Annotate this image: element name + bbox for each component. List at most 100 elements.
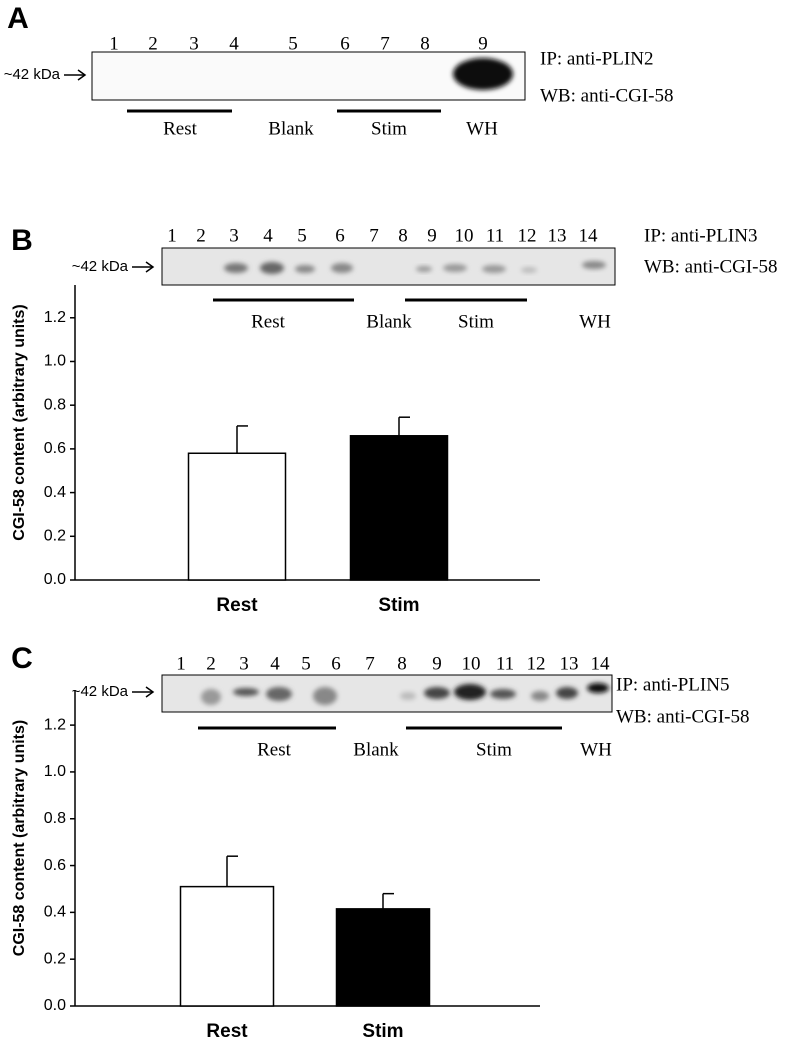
blot-band: [531, 691, 549, 701]
group-label: WH: [580, 739, 612, 760]
group-label: Stim: [371, 118, 407, 139]
marker-arrowhead: [77, 69, 87, 81]
lane-label: 12: [518, 225, 537, 246]
blot-band: [201, 689, 221, 705]
lane-label: 9: [432, 653, 442, 674]
y-tick-label: 0.8: [44, 396, 66, 413]
lane-label: 6: [331, 653, 341, 674]
y-tick-label: 0.4: [44, 904, 66, 921]
x-tick-label: Rest: [206, 1021, 248, 1042]
blot-band: [295, 265, 315, 273]
y-axis-label: CGI-58 content (arbitrary units): [11, 720, 28, 956]
lane-label: 4: [263, 225, 273, 246]
marker-label: ~42 kDa: [72, 258, 129, 275]
lane-label: 8: [420, 33, 430, 54]
bar: [335, 908, 431, 1007]
group-label: Blank: [366, 311, 412, 332]
lane-label: 2: [148, 33, 158, 54]
lane-label: 4: [229, 33, 239, 54]
lane-label: 5: [297, 225, 307, 246]
blot-band: [556, 687, 578, 699]
marker-arrowhead: [145, 261, 155, 273]
bar: [179, 885, 275, 1007]
group-label: Stim: [458, 311, 494, 332]
blot-band: [416, 266, 432, 272]
blot-band: [443, 264, 467, 272]
y-tick-label: 1.0: [44, 763, 66, 780]
blot-band: [233, 688, 259, 696]
wb-label: WB: anti-CGI-58: [540, 85, 674, 106]
y-tick-label: 1.2: [44, 309, 66, 326]
lane-label: 11: [496, 653, 514, 674]
lane-label: 8: [397, 653, 407, 674]
lane-label: 13: [548, 225, 567, 246]
group-label: WH: [466, 118, 498, 139]
marker-label: ~42 kDa: [72, 683, 129, 700]
y-tick-label: 0.6: [44, 440, 66, 457]
lane-label: 6: [340, 33, 350, 54]
y-tick-label: 1.2: [44, 716, 66, 733]
blot-band: [582, 261, 606, 269]
lane-label: 12: [527, 653, 546, 674]
panel-letter: B: [11, 224, 33, 257]
x-tick-label: Stim: [362, 1021, 403, 1042]
y-tick-label: 0.0: [44, 571, 66, 588]
blot-band: [260, 262, 284, 274]
panel-letter: C: [11, 642, 33, 675]
lane-label: 1: [176, 653, 186, 674]
blot-band: [490, 689, 516, 699]
lane-label: 9: [478, 33, 488, 54]
blot-band: [587, 683, 609, 693]
wb-label: WB: anti-CGI-58: [644, 256, 778, 277]
group-label: Blank: [268, 118, 314, 139]
y-tick-label: 0.2: [44, 528, 66, 545]
group-label: Stim: [476, 739, 512, 760]
ip-label: IP: anti-PLIN5: [616, 674, 729, 695]
x-tick-label: Rest: [216, 595, 258, 616]
ip-label: IP: anti-PLIN3: [644, 225, 757, 246]
y-tick-label: 0.2: [44, 950, 66, 967]
group-label: Blank: [353, 739, 399, 760]
y-tick-label: 0.8: [44, 810, 66, 827]
marker-arrowhead: [145, 686, 155, 698]
lane-label: 3: [229, 225, 239, 246]
blot-band: [313, 687, 337, 705]
blot-band: [400, 692, 416, 700]
blot-band: [224, 263, 248, 273]
group-label: Rest: [251, 311, 286, 332]
lane-label: 14: [591, 653, 611, 674]
group-label: Rest: [257, 739, 292, 760]
lane-label: 11: [486, 225, 504, 246]
lane-label: 7: [380, 33, 390, 54]
blot-band: [331, 263, 353, 273]
blot-band: [424, 687, 450, 699]
blot-band: [453, 58, 513, 90]
y-tick-label: 0.4: [44, 484, 66, 501]
lane-label: 4: [270, 653, 280, 674]
panel-letter: A: [7, 2, 29, 35]
y-axis-label: CGI-58 content (arbitrary units): [11, 304, 28, 540]
lane-label: 10: [462, 653, 481, 674]
group-label: Rest: [163, 118, 198, 139]
ip-label: IP: anti-PLIN2: [540, 48, 653, 69]
y-tick-label: 0.6: [44, 857, 66, 874]
marker-label: ~42 kDa: [4, 66, 61, 83]
lane-label: 1: [109, 33, 119, 54]
y-tick-label: 1.0: [44, 353, 66, 370]
lane-label: 7: [369, 225, 379, 246]
lane-label: 14: [579, 225, 599, 246]
lane-label: 1: [167, 225, 177, 246]
lane-label: 5: [288, 33, 298, 54]
blot-band: [454, 684, 486, 700]
lane-label: 10: [455, 225, 474, 246]
lane-label: 7: [365, 653, 375, 674]
group-label: WH: [579, 311, 611, 332]
blot-band: [521, 267, 537, 273]
lane-label: 8: [398, 225, 408, 246]
lane-label: 5: [301, 653, 311, 674]
x-tick-label: Stim: [378, 595, 419, 616]
lane-label: 3: [189, 33, 199, 54]
bar: [349, 435, 449, 581]
lane-label: 2: [196, 225, 206, 246]
